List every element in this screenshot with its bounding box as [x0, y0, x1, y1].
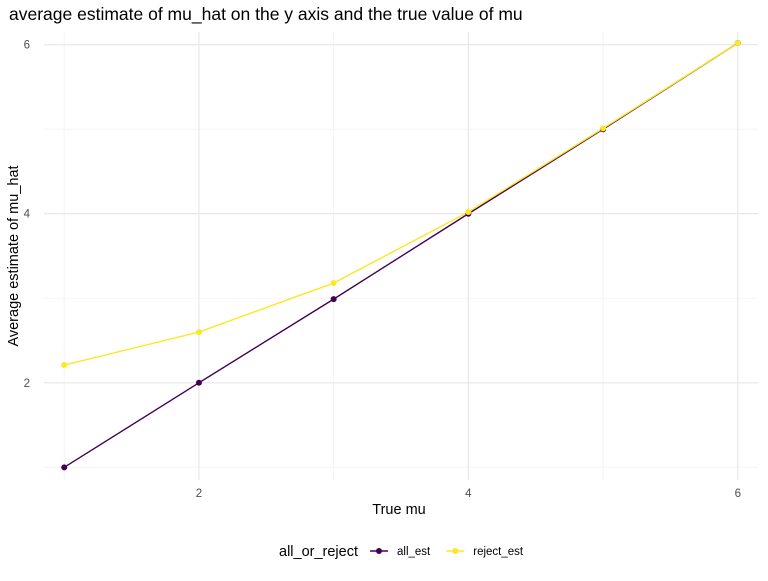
legend-key-point-reject_est — [452, 548, 459, 554]
y-tick-label: 6 — [24, 40, 30, 52]
legend-title: all_or_reject — [279, 544, 358, 560]
y-tick-label: 4 — [24, 209, 31, 221]
data-point-reject_est — [600, 125, 607, 132]
data-point-all_est — [195, 379, 202, 386]
legend: all_or_reject all_est reject_est — [279, 544, 524, 560]
data-point-all_est — [61, 464, 68, 471]
x-tick-label: 2 — [196, 488, 202, 500]
x-tick-label: 6 — [735, 488, 741, 500]
chart-title: average estimate of mu_hat on the y axis… — [9, 4, 523, 25]
y-tick-label: 2 — [24, 378, 30, 390]
data-point-reject_est — [61, 362, 68, 369]
legend-label-all_est: all_est — [397, 546, 431, 558]
data-point-reject_est — [195, 329, 202, 336]
data-point-reject_est — [330, 280, 337, 287]
data-point-reject_est — [734, 39, 741, 46]
data-point-reject_est — [465, 209, 472, 216]
legend-label-reject_est: reject_est — [473, 546, 524, 558]
x-axis-label: True mu — [372, 502, 425, 518]
series-layer — [61, 39, 741, 471]
series-line-reject_est — [64, 42, 739, 366]
legend-items: all_est reject_est — [370, 546, 524, 558]
grid — [44, 32, 758, 480]
axis-ticks: 2 4 6 2 4 6 — [24, 40, 741, 500]
data-point-all_est — [330, 296, 337, 303]
legend-key-point-all_est — [376, 548, 382, 554]
x-tick-label: 4 — [465, 488, 472, 500]
y-axis-label: Average estimate of mu_hat — [6, 165, 22, 346]
